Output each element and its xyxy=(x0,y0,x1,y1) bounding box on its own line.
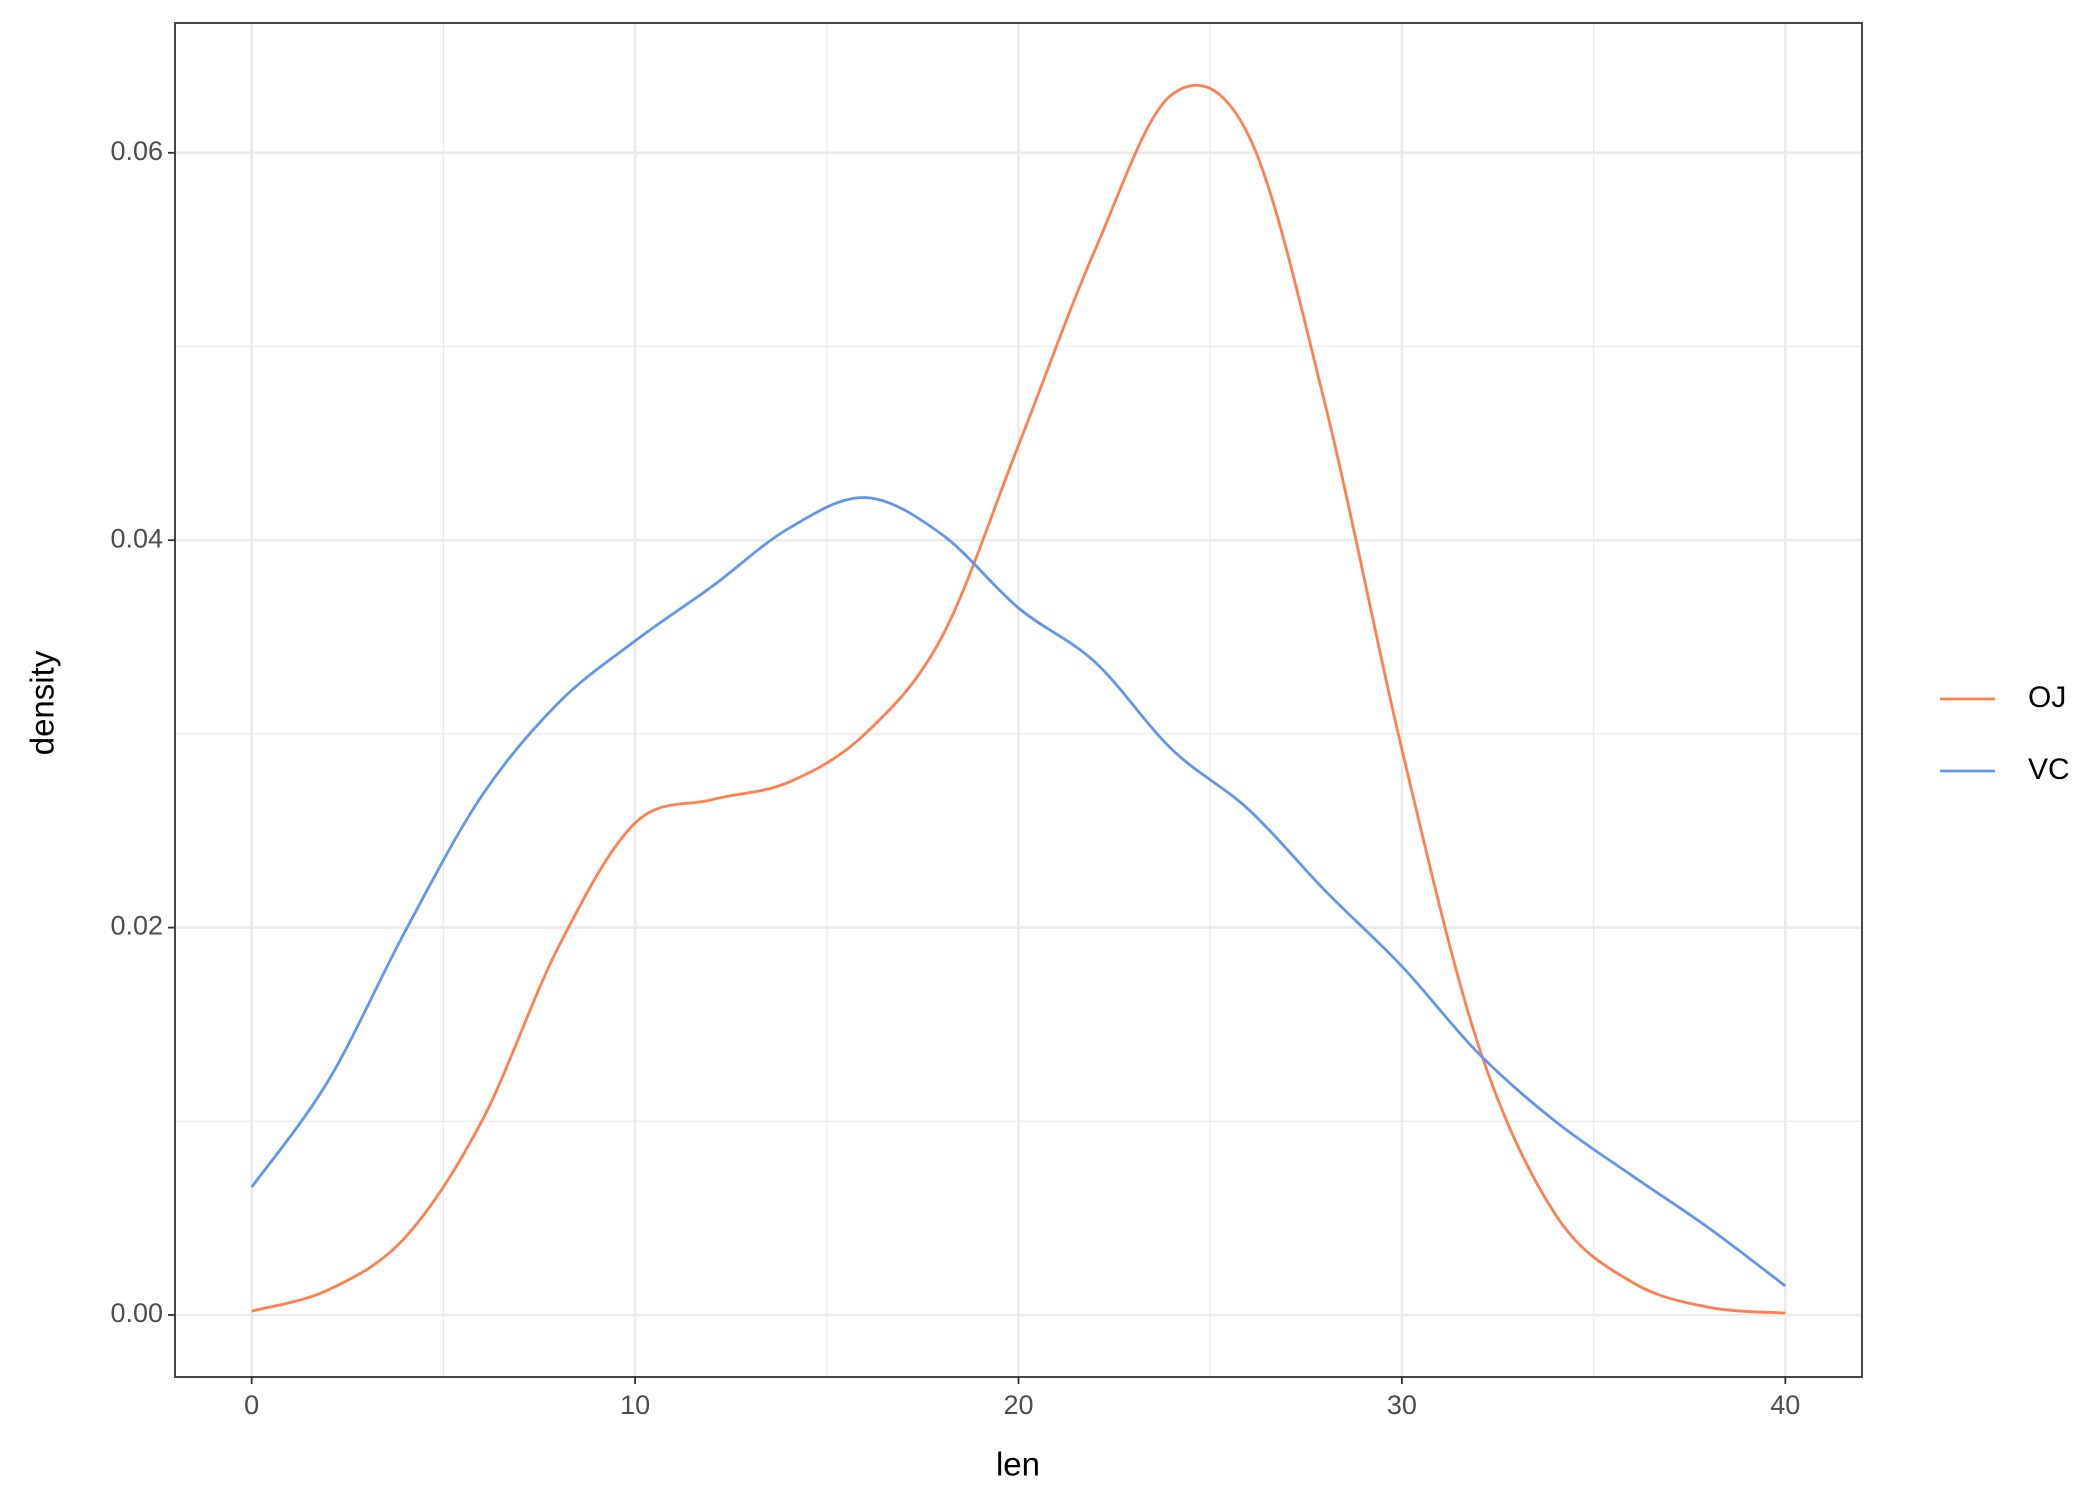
y-axis-title: density xyxy=(24,650,61,755)
x-tick-label: 20 xyxy=(1003,1390,1033,1420)
x-tick-label: 10 xyxy=(620,1390,650,1420)
x-tick-label: 0 xyxy=(244,1390,259,1420)
x-axis-title: len xyxy=(996,1446,1040,1483)
x-tick-label: 40 xyxy=(1770,1390,1800,1420)
y-tick-label: 0.06 xyxy=(110,136,163,166)
density-line xyxy=(250,496,1787,1288)
x-tick-label: 30 xyxy=(1387,1390,1417,1420)
y-tick-label: 0.02 xyxy=(110,911,163,941)
panel-border xyxy=(174,22,1863,1378)
density-line xyxy=(251,84,1786,1315)
y-tick-label: 0.00 xyxy=(110,1298,163,1328)
y-tick-label: 0.04 xyxy=(110,523,163,553)
legend-label: VC xyxy=(2028,753,2070,786)
legend-label: OJ xyxy=(2028,681,2066,714)
